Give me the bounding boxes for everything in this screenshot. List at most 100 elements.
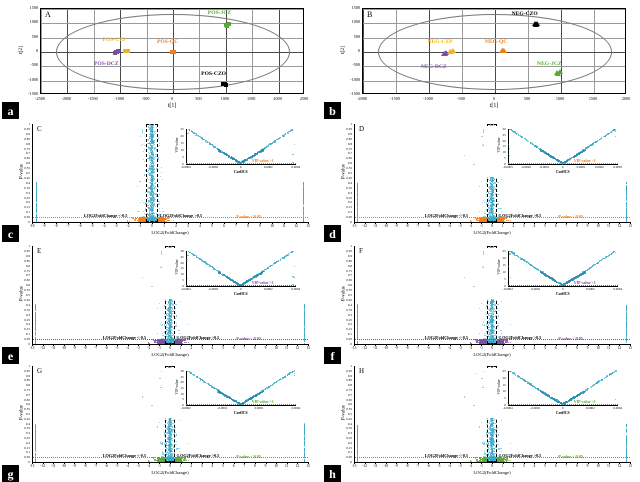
panel-badge-b: b (324, 102, 341, 119)
data-point-pos-jcz (225, 24, 229, 28)
inset-data-point (219, 151, 220, 152)
inset-data-point (276, 139, 277, 140)
data-point-neg-qc (499, 48, 505, 53)
volcano-data-point (175, 308, 176, 309)
volcano-data-point-significant (503, 220, 504, 221)
vip-inset-plot: 051015202530-0.0003-0.0002-0.000100.0001… (484, 126, 622, 177)
volcano-data-point (303, 182, 304, 183)
volcano-data-point (161, 325, 162, 326)
x-tick-label: 500 (515, 96, 539, 101)
volcano-data-point (176, 316, 177, 317)
volcano-data-point (501, 211, 502, 212)
y-tick-label: 0.75 (16, 147, 30, 151)
inset-data-point (614, 129, 615, 130)
volcano-data-point (159, 143, 160, 144)
x-tick-label: 13 (623, 224, 637, 228)
volcano-data-point (481, 136, 482, 137)
x-axis-label: LOG2(FoldChange) (32, 230, 308, 235)
data-point-pos-czp (123, 49, 127, 53)
inset-x-tick-label: 0.0003 (607, 165, 629, 169)
volcano-data-point (159, 303, 160, 304)
volcano-data-point-significant (482, 218, 483, 219)
x-tick-label: 13 (301, 224, 315, 228)
volcano-data-point (179, 301, 180, 302)
inset-y-axis (508, 129, 509, 164)
panel-caption: A (45, 10, 51, 19)
inset-data-point (518, 134, 519, 135)
y-tick-label: 0.9 (16, 132, 30, 136)
y-tick-label: 0.75 (338, 147, 352, 151)
inset-data-point (290, 131, 291, 132)
panel-caption: B (367, 10, 372, 19)
fold-change-note-right: LOG2FoldChange >0.5 (499, 213, 541, 218)
volcano-data-point (141, 145, 142, 146)
y-tick-label: -1000 (336, 77, 360, 82)
data-point-neg-czo (533, 22, 539, 27)
volcano-data-point (357, 199, 358, 200)
inset-x-tick-label: -0.0004 (175, 165, 197, 169)
y-tick-label: 0.9 (338, 132, 352, 136)
inset-data-point (524, 138, 525, 139)
x-axis-line (32, 222, 308, 223)
panel-caption: D (359, 125, 364, 133)
volcano-data-point (500, 208, 501, 209)
volcano-data-point (479, 211, 480, 212)
volcano-data-point (357, 189, 358, 190)
x-tick-label: 2500 (292, 96, 316, 101)
volcano-data-point (357, 193, 358, 194)
inset-data-point (279, 138, 280, 139)
y-tick-label: 0.2 (338, 200, 352, 204)
y-axis-label: t[2] (18, 37, 24, 63)
y-tick-label: -1500 (336, 91, 360, 96)
x-tick-label: 2000 (614, 96, 638, 101)
volcano-data-point (357, 187, 358, 188)
inset-data-point (291, 130, 292, 131)
volcano-data-point (36, 196, 37, 197)
x-tick-label: -1500 (383, 96, 407, 101)
panel-caption: C (37, 125, 42, 133)
inset-data-point (282, 136, 283, 137)
x-tick-label: 0 (160, 96, 184, 101)
volcano-data-point (179, 333, 180, 334)
inset-data-point (266, 146, 267, 147)
y-tick-label: 0.8 (338, 142, 352, 146)
inset-data-point (540, 150, 541, 151)
volcano-data-point (36, 192, 37, 193)
volcano-data-point (626, 182, 627, 183)
volcano-data-point (162, 179, 163, 180)
inset-data-point (232, 158, 233, 159)
volcano-data-point (36, 211, 37, 212)
y-axis-line (32, 124, 33, 222)
volcano-data-point (36, 205, 37, 206)
inset-data-point (580, 153, 581, 154)
x-tick-label: 0 (482, 96, 506, 101)
x-tick-label: -1000 (416, 96, 440, 101)
inset-data-point (292, 154, 293, 155)
group-label-neg-jcz: NEG-JCZ (537, 61, 562, 67)
y-tick-label: 0.1 (16, 210, 30, 214)
panel-e: LOG2FoldChange <-0.5LOG2FoldChange >0.5P… (2, 242, 314, 360)
inset-data-point (508, 144, 509, 145)
inset-data-point (262, 149, 263, 150)
inset-y-axis (186, 129, 187, 164)
inset-data-point (610, 132, 611, 133)
volcano-data-point (151, 286, 152, 287)
inset-data-point (254, 155, 255, 156)
volcano-data-point (178, 330, 179, 331)
volcano-data-point (188, 324, 189, 325)
volcano-data-point (159, 145, 160, 146)
group-label-neg-dcz: NEG-DCZ (421, 64, 447, 70)
inset-data-point (615, 136, 616, 137)
volcano-data-point (626, 185, 627, 186)
x-axis-label: t[1] (40, 103, 304, 109)
x-tick-label: 1500 (581, 96, 605, 101)
x-tick-label: -1000 (107, 96, 131, 101)
inset-data-point (272, 142, 273, 143)
y-tick-label: 0.05 (338, 215, 352, 219)
volcano-data-point (36, 200, 37, 201)
volcano-data-point (142, 131, 143, 132)
